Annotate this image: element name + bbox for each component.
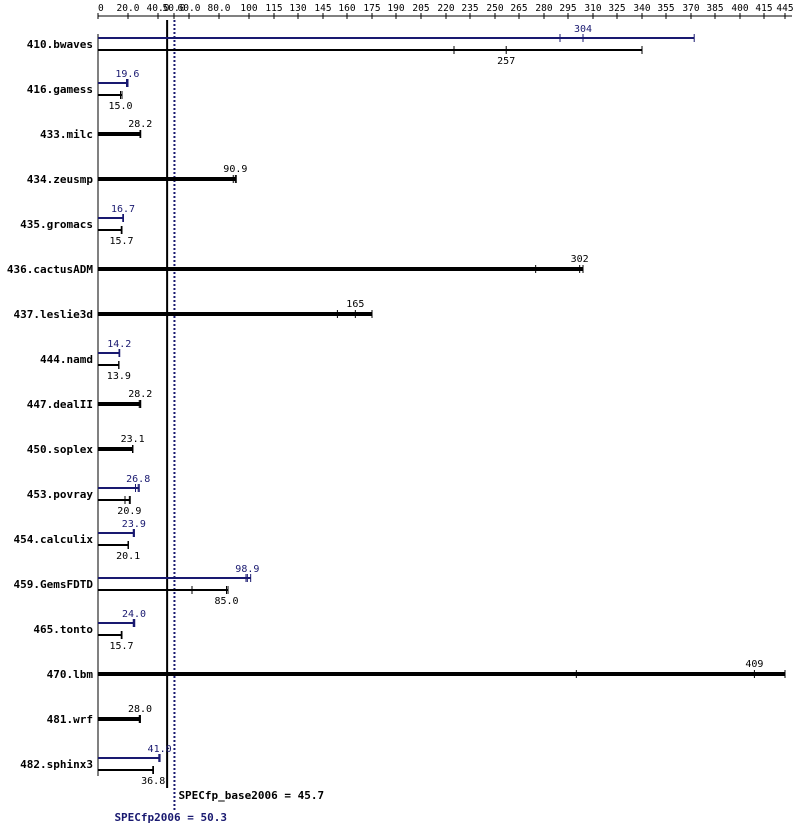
peak-value-label: 16.7	[111, 204, 135, 215]
benchmark-label: 482.sphinx3	[20, 758, 93, 771]
peak-value-label: 26.8	[126, 474, 150, 485]
benchmark-label: 416.gamess	[27, 83, 93, 96]
benchmark-label: 436.cactusADM	[7, 263, 93, 276]
peak-value-label: 98.9	[235, 564, 259, 575]
x-tick-label: 20.0	[117, 3, 140, 14]
x-tick-label: 115	[265, 3, 282, 14]
base-value-label: 409	[745, 659, 763, 670]
x-tick-label: 175	[363, 3, 380, 14]
benchmark-label: 435.gromacs	[20, 218, 93, 231]
x-tick-label: 265	[510, 3, 527, 14]
benchmark-label: 434.zeusmp	[27, 173, 94, 186]
base-value-label: 165	[346, 299, 364, 310]
peak-value-label: 19.6	[115, 69, 139, 80]
base-value-label: 28.2	[128, 389, 152, 400]
x-tick-label: 310	[584, 3, 601, 14]
x-tick-label: 370	[682, 3, 699, 14]
base-value-label: 257	[497, 56, 515, 67]
x-tick-label: 325	[608, 3, 625, 14]
x-tick-label: 100	[240, 3, 257, 14]
peak-reference-label: SPECfp2006 = 50.3	[114, 811, 227, 824]
x-tick-label: 40.0	[147, 3, 170, 14]
base-value-label: 85.0	[214, 596, 238, 607]
x-tick-label: 415	[755, 3, 772, 14]
x-tick-label: 445	[776, 3, 793, 14]
peak-value-label: 23.9	[122, 519, 146, 530]
x-tick-label: 355	[657, 3, 674, 14]
base-value-label: 15.7	[110, 236, 134, 247]
x-tick-label: 130	[289, 3, 306, 14]
benchmark-label: 454.calculix	[14, 533, 94, 546]
benchmark-label: 459.GemsFDTD	[14, 578, 94, 591]
benchmark-label: 433.milc	[40, 128, 93, 141]
peak-value-label: 304	[574, 24, 592, 35]
benchmark-label: 444.namd	[40, 353, 93, 366]
base-value-label: 302	[571, 254, 589, 265]
x-tick-label: 60.0	[178, 3, 201, 14]
x-tick-label: 50.0	[163, 3, 186, 14]
x-tick-label: 205	[412, 3, 429, 14]
base-value-label: 28.0	[128, 704, 152, 715]
x-tick-label: 250	[486, 3, 503, 14]
base-value-label: 13.9	[107, 371, 131, 382]
x-tick-label: 160	[338, 3, 355, 14]
x-tick-label: 220	[437, 3, 454, 14]
x-tick-label: 0	[98, 3, 104, 14]
base-value-label: 90.9	[223, 164, 247, 175]
benchmark-label: 450.soplex	[27, 443, 94, 456]
x-tick-label: 280	[535, 3, 552, 14]
base-value-label: 36.8	[141, 776, 165, 787]
benchmark-label: 410.bwaves	[27, 38, 93, 51]
base-value-label: 20.9	[117, 506, 141, 517]
x-tick-label: 340	[633, 3, 650, 14]
x-tick-label: 385	[706, 3, 723, 14]
x-tick-label: 190	[387, 3, 404, 14]
base-value-label: 28.2	[128, 119, 152, 130]
x-tick-label: 235	[461, 3, 478, 14]
base-value-label: 15.7	[110, 641, 134, 652]
benchmark-label: 447.dealII	[27, 398, 93, 411]
benchmark-labels: 410.bwaves 304 257 416.gamess 19.6 15.0 433.mi…	[7, 24, 764, 787]
benchmark-label: 470.lbm	[47, 668, 94, 681]
base-value-label: 20.1	[116, 551, 140, 562]
x-tick-label: 295	[559, 3, 576, 14]
benchmark-label: 481.wrf	[47, 713, 93, 726]
peak-value-label: 24.0	[122, 609, 146, 620]
base-value-label: 15.0	[108, 101, 132, 112]
base-value-label: 23.1	[121, 434, 145, 445]
x-axis: 0 20.0 40.050.060.0 80.0 100 115 130 145 160 175 1…	[97, 3, 794, 776]
x-tick-label: 400	[731, 3, 748, 14]
benchmark-label: 465.tonto	[33, 623, 93, 636]
x-tick-label: 145	[314, 3, 331, 14]
benchmark-bars	[98, 34, 786, 774]
benchmark-label: 453.povray	[27, 488, 94, 501]
reference-lines: SPECfp_base2006 = 45.7 SPECfp2006 = 50.3	[114, 20, 324, 824]
peak-value-label: 41.0	[148, 744, 172, 755]
x-tick-label: 80.0	[208, 3, 231, 14]
peak-value-label: 14.2	[107, 339, 131, 350]
base-reference-label: SPECfp_base2006 = 45.7	[178, 789, 324, 802]
benchmark-label: 437.leslie3d	[14, 308, 93, 321]
